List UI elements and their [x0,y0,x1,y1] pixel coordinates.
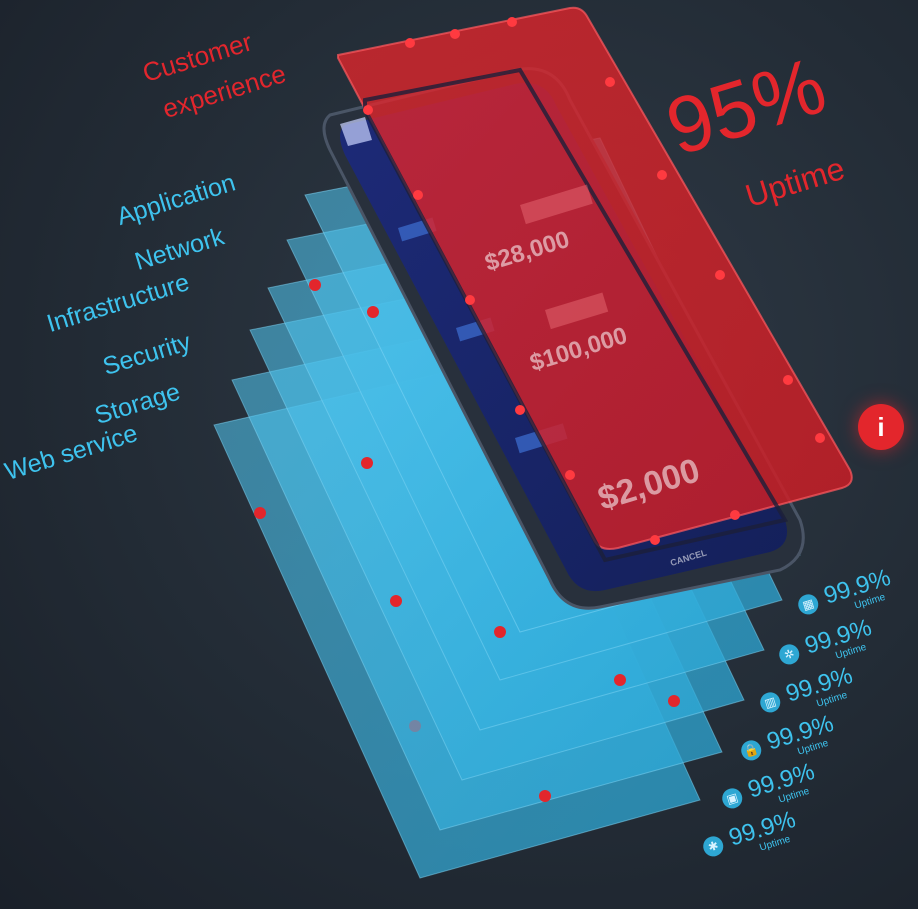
layer-customer-experience [337,6,853,563]
info-icon[interactable]: i [858,404,904,450]
